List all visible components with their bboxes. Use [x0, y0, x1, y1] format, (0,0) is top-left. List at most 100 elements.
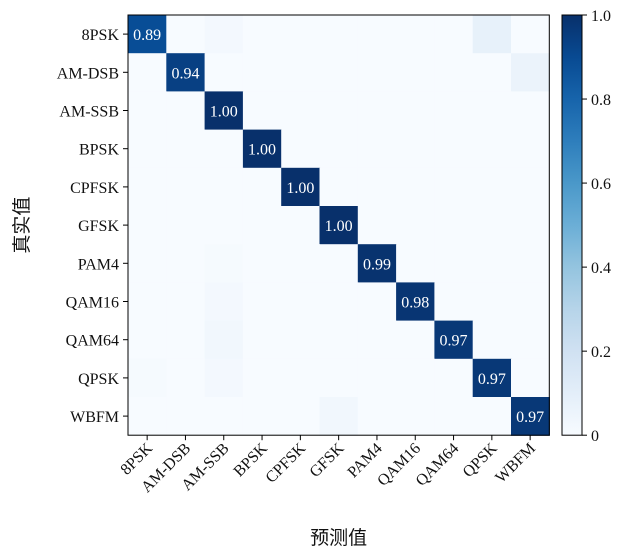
heatmap-cell — [357, 320, 397, 360]
heatmap-cell — [128, 167, 167, 207]
heatmap-cell — [511, 358, 550, 398]
heatmap-cell — [242, 15, 282, 54]
y-tick-label: BPSK — [79, 142, 119, 159]
heatmap-cell — [396, 282, 435, 322]
heatmap-cell — [166, 91, 206, 131]
heatmap-cell — [281, 129, 321, 169]
heatmap-cell — [204, 358, 244, 398]
heatmap-cells — [128, 15, 550, 436]
heatmap-cell — [242, 206, 282, 245]
heatmap-cell — [434, 91, 474, 131]
heatmap-cell — [128, 282, 167, 322]
y-axis-label: 真实值 — [11, 197, 33, 254]
heatmap-cell — [242, 397, 282, 436]
heatmap-cell — [281, 397, 321, 436]
heatmap-cell — [166, 244, 206, 283]
colorbar-tick-label: 0.8 — [591, 92, 611, 109]
heatmap-cell — [396, 15, 435, 54]
heatmap-cell — [357, 167, 397, 207]
heatmap-cell — [434, 358, 474, 398]
heatmap-cell — [204, 129, 244, 169]
cell-value-label: 0.99 — [363, 256, 391, 273]
colorbar — [561, 14, 583, 436]
y-tick-label: GFSK — [78, 218, 119, 235]
cell-value-label: 0.94 — [171, 65, 199, 82]
heatmap-cell — [281, 15, 321, 54]
y-tick-label: AM-DSB — [57, 65, 119, 82]
heatmap-cell — [166, 206, 206, 245]
heatmap-cell — [281, 282, 321, 322]
heatmap-cell — [242, 129, 282, 169]
heatmap-cell — [128, 15, 167, 54]
y-tick-label: QAM16 — [66, 295, 119, 312]
heatmap-cell — [281, 167, 321, 207]
heatmap-cell — [204, 397, 244, 436]
cell-annotations: 0.89 0.94 1.00 1.00 1.00 1.00 0.99 0.98 0.97 0.97… — [133, 27, 544, 426]
heatmap-cell — [434, 53, 474, 92]
heatmap-cell — [242, 91, 282, 131]
heatmap-cell — [319, 15, 359, 54]
y-tick-label: CPFSK — [70, 180, 119, 197]
colorbar-ticks: 0 0.2 0.4 0.6 0.8 1.0 — [582, 8, 611, 445]
heatmap-cell — [281, 91, 321, 131]
heatmap-cell — [511, 320, 550, 360]
heatmap-cell — [128, 206, 167, 245]
heatmap-cell — [434, 320, 474, 360]
heatmap-cell — [281, 206, 321, 245]
heatmap-cell — [511, 15, 550, 54]
heatmap-cell — [434, 167, 474, 207]
heatmap-cell — [319, 358, 359, 398]
cell-value-label: 1.00 — [325, 218, 353, 235]
heatmap-cell — [319, 320, 359, 360]
cell-value-label: 0.89 — [133, 27, 161, 44]
heatmap-cell — [396, 397, 435, 436]
heatmap-cell — [128, 358, 167, 398]
heatmap-cell — [357, 53, 397, 92]
heatmap-cell — [319, 244, 359, 283]
heatmap-cell — [166, 129, 206, 169]
heatmap-cell — [128, 91, 167, 131]
heatmap-cell — [434, 244, 474, 283]
x-tick-label: CPFSK — [263, 440, 310, 487]
cell-value-label: 0.97 — [440, 333, 468, 350]
heatmap-cell — [128, 53, 167, 92]
heatmap-cell — [204, 282, 244, 322]
colorbar-tick-label: 0.2 — [591, 344, 611, 361]
heatmap-cell — [281, 53, 321, 92]
heatmap-cell — [281, 320, 321, 360]
heatmap-cell — [472, 397, 512, 436]
heatmap-cell — [242, 53, 282, 92]
heatmap-cell — [128, 244, 167, 283]
cell-value-label: 0.97 — [478, 371, 506, 388]
heatmap-cell — [434, 282, 474, 322]
heatmap-cell — [472, 206, 512, 245]
heatmap-cell — [511, 129, 550, 169]
heatmap-cell — [166, 53, 206, 92]
heatmap-cell — [396, 53, 435, 92]
heatmap-cell — [357, 129, 397, 169]
heatmap-cell — [396, 206, 435, 245]
heatmap-cell — [472, 244, 512, 283]
y-tick-label: 8PSK — [82, 27, 120, 44]
cell-value-label: 1.00 — [286, 180, 314, 197]
y-tick-label: PAM4 — [78, 256, 119, 273]
heatmap-cell — [434, 15, 474, 54]
heatmap-cell — [319, 282, 359, 322]
x-tick-label: QAM64 — [413, 440, 463, 490]
heatmap-cell — [434, 129, 474, 169]
heatmap-cell — [166, 358, 206, 398]
heatmap-cell — [511, 53, 550, 92]
x-axis-label: 预测值 — [310, 527, 367, 549]
heatmap-cell — [511, 282, 550, 322]
heatmap-cell — [357, 397, 397, 436]
heatmap-cell — [357, 91, 397, 131]
heatmap-cell — [319, 129, 359, 169]
heatmap-cell — [396, 358, 435, 398]
heatmap-cell — [319, 167, 359, 207]
heatmap-cell — [472, 320, 512, 360]
heatmap-cell — [281, 358, 321, 398]
heatmap-cell — [396, 320, 435, 360]
heatmap-cell — [242, 320, 282, 360]
heatmap-cell — [511, 397, 550, 436]
